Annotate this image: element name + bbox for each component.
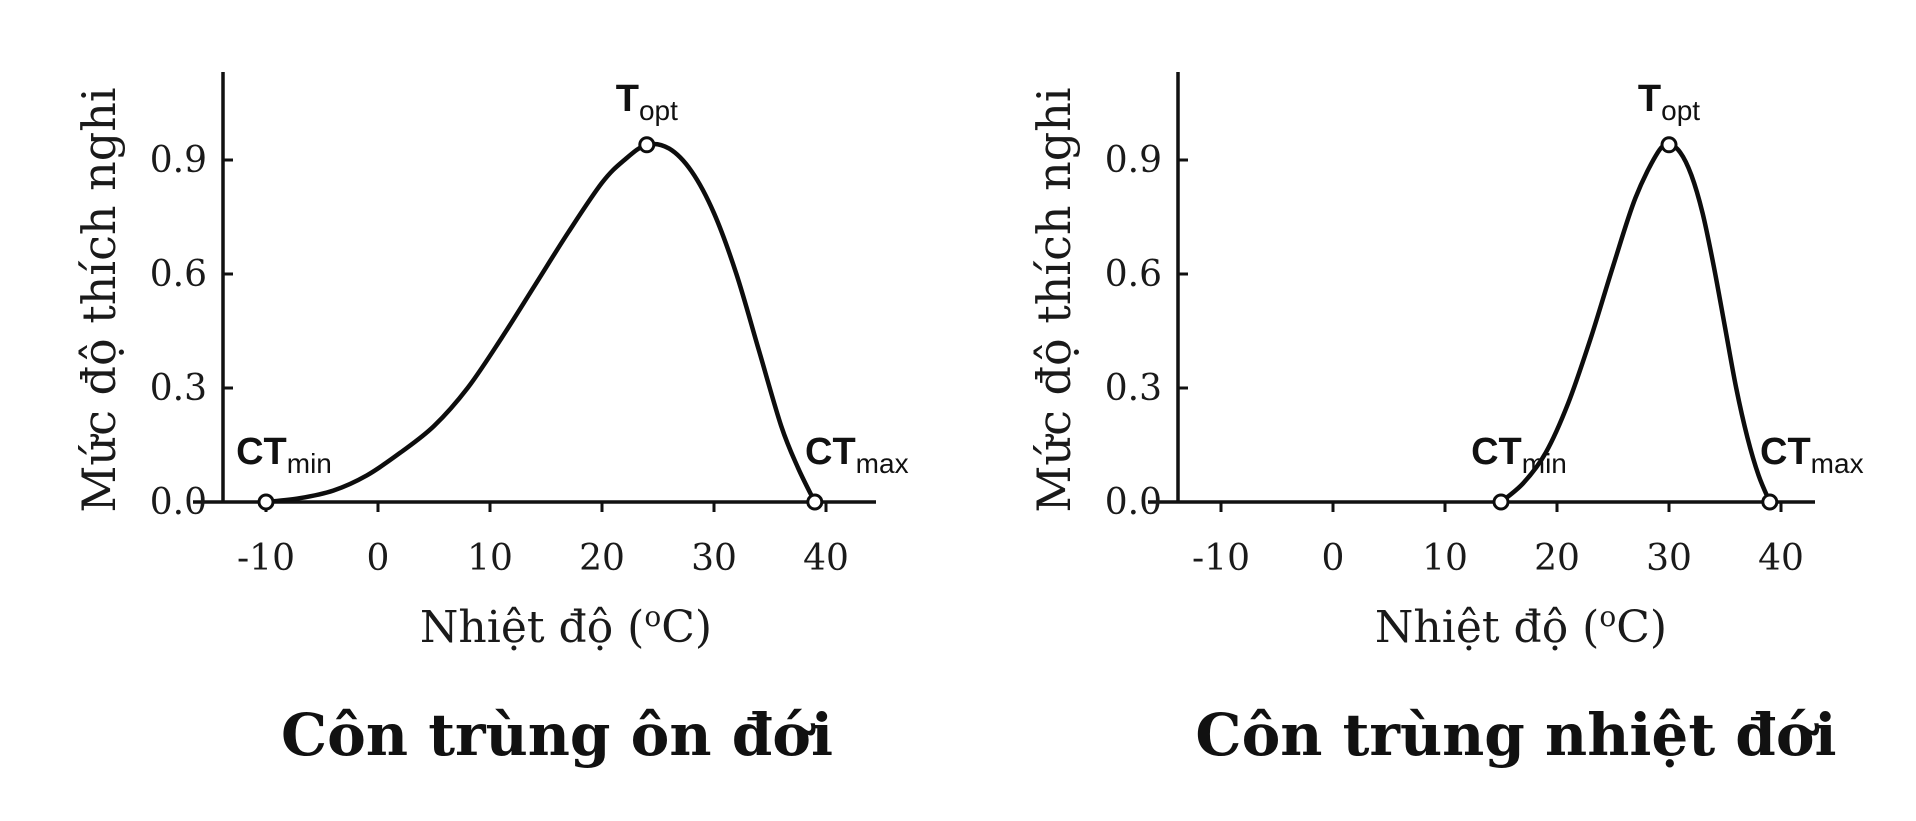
x-axis-label-text: Nhiệt độ ( (1375, 602, 1599, 653)
y-axis-label: Mức độ thích nghi (1027, 87, 1081, 512)
x-axis-label-unit: C) (1616, 602, 1667, 653)
y-tick-label: 0.9 (150, 140, 207, 181)
marker-point (257, 493, 275, 511)
marker-label-sub: min (1522, 448, 1567, 479)
marker-label-opt: Topt (616, 78, 678, 126)
y-tick-label: 0.0 (150, 482, 207, 523)
y-tick-label: 0.0 (1105, 482, 1162, 523)
marker-point (638, 136, 656, 154)
x-tick-label: 0 (1322, 538, 1345, 579)
chart-tropical: 0.0 0.3 0.6 0.9 -10 0 10 20 30 40 Mức độ thích ngh… (1027, 72, 1864, 769)
x-tick-label: 30 (1646, 538, 1692, 579)
x-tick-label: 40 (803, 538, 849, 579)
marker-label-main: CT (805, 431, 856, 473)
marker-label-sub: max (1811, 448, 1864, 479)
marker-label-max: CTmax (1760, 431, 1864, 479)
x-axis-label: Nhiệt độ (oC) (420, 600, 712, 653)
x-tick-label: 0 (367, 538, 390, 579)
marker-label-sub: min (287, 448, 332, 479)
x-tick-label: 10 (1422, 538, 1468, 579)
y-axis-label: Mức độ thích nghi (72, 87, 126, 512)
marker-point (1492, 493, 1510, 511)
marker-label-main: CT (1760, 431, 1811, 473)
marker-label-max: CTmax (805, 431, 909, 479)
x-tick-label: 40 (1758, 538, 1804, 579)
marker-label-main: CT (236, 431, 287, 473)
marker-label-sub: max (856, 448, 909, 479)
x-tick-label: 10 (467, 538, 513, 579)
x-axis-label: Nhiệt độ (oC) (1375, 600, 1667, 653)
marker-label-main: T (616, 78, 639, 120)
marker-point (806, 493, 824, 511)
chart-title: Côn trùng ôn đới (281, 701, 833, 769)
marker-label-main: T (1638, 78, 1661, 120)
y-tick-label: 0.9 (1105, 140, 1162, 181)
marker-label-opt: Topt (1638, 78, 1700, 126)
marker-point (1660, 136, 1678, 154)
x-axis-label-degree: o (1599, 600, 1616, 633)
x-axis-label-unit: C) (661, 602, 712, 653)
series-line (263, 141, 818, 505)
marker-label-sub: opt (639, 95, 678, 126)
y-tick-label: 0.6 (1105, 254, 1162, 295)
x-tick-label: -10 (237, 538, 295, 579)
chart-temperate: 0.0 0.3 0.6 0.9 -10 0 10 20 30 40 Mức độ thích ngh… (72, 72, 909, 769)
x-tick-label: 20 (1534, 538, 1580, 579)
x-tick-label: 30 (691, 538, 737, 579)
marker-label-min: CTmin (1471, 431, 1567, 479)
marker-label-main: CT (1471, 431, 1522, 473)
chart-title: Côn trùng nhiệt đới (1195, 701, 1836, 769)
y-tick-label: 0.3 (1105, 368, 1162, 409)
y-tick-label: 0.3 (150, 368, 207, 409)
x-axis-label-degree: o (644, 600, 661, 633)
x-tick-label: 20 (579, 538, 625, 579)
marker-point (1761, 493, 1779, 511)
y-tick-label: 0.6 (150, 254, 207, 295)
marker-label-sub: opt (1661, 95, 1700, 126)
marker-label-min: CTmin (236, 431, 332, 479)
x-tick-label: -10 (1192, 538, 1250, 579)
x-axis-label-text: Nhiệt độ ( (420, 602, 644, 653)
